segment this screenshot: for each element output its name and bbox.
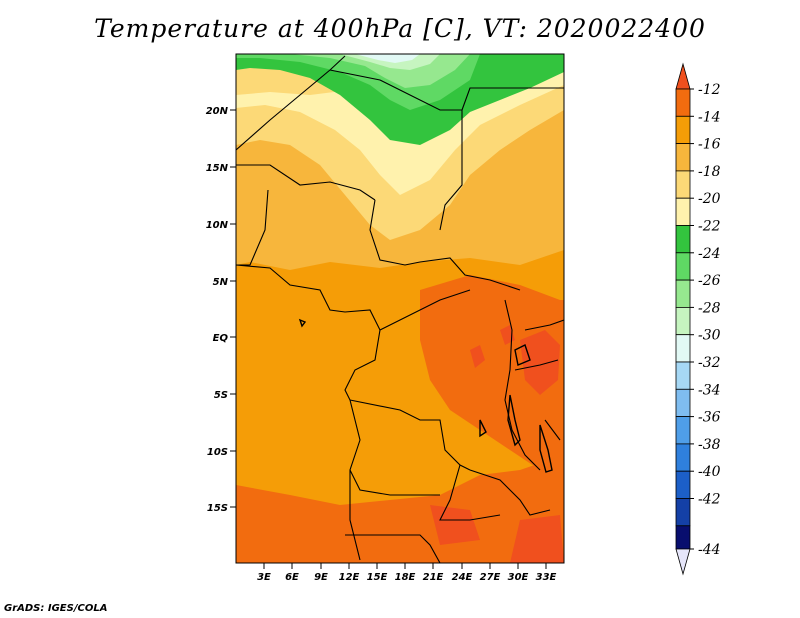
colorbar-label: -40 xyxy=(698,464,721,480)
colorbar-band xyxy=(675,388,691,417)
colorbar-label: -26 xyxy=(698,273,721,289)
colorbar-band xyxy=(675,279,691,308)
colorbar-bottom-arrow xyxy=(675,548,691,576)
lon-label-33e: 33E xyxy=(536,572,557,583)
lat-label-10s: 10S xyxy=(207,447,228,458)
colorbar-band xyxy=(675,416,691,445)
colorbar-band xyxy=(675,88,691,117)
lon-ticks xyxy=(263,563,547,569)
colorbar-label: -24 xyxy=(698,246,721,262)
map-frame xyxy=(235,53,565,564)
colorbar-band xyxy=(675,443,691,472)
footer-credit: GrADS: IGES/COLA xyxy=(4,603,108,614)
colorbar-label: -44 xyxy=(698,542,721,558)
lon-label-15e: 15E xyxy=(367,572,388,583)
colorbar-band xyxy=(675,498,691,527)
colorbar-label: -32 xyxy=(698,355,721,371)
lon-label-6e: 6E xyxy=(285,572,299,583)
colorbar-label: -12 xyxy=(698,82,721,98)
colorbar-band xyxy=(675,306,691,336)
lon-label-27e: 27E xyxy=(480,572,501,583)
colorbar-band xyxy=(675,470,691,499)
lon-label-9e: 9E xyxy=(314,572,328,583)
colorbar: -12 -14 -16 -18 -20 -22 -24 -26 -28 -30 -32 -34 -36 -… xyxy=(675,62,721,576)
colorbar-label: -42 xyxy=(698,492,721,508)
colorbar-band xyxy=(675,225,691,254)
lon-label-18e: 18E xyxy=(395,572,416,583)
colorbar-label: -14 xyxy=(698,109,721,125)
lat-label-15n: 15N xyxy=(206,163,229,174)
chart-title: Temperature at 400hPa [C], VT: 202002240… xyxy=(94,14,706,43)
lon-labels: 3E 6E 9E 12E 15E 18E 21E 24E 27E 30E 33E xyxy=(257,572,556,583)
colorbar-band xyxy=(675,361,691,390)
lat-ticks xyxy=(230,109,236,508)
colorbar-band xyxy=(675,197,691,226)
lon-label-24e: 24E xyxy=(452,572,473,583)
colorbar-label: -20 xyxy=(698,191,721,207)
colorbar-label: -28 xyxy=(698,300,721,316)
colorbar-label: -38 xyxy=(698,437,721,453)
colorbar-band xyxy=(675,170,691,199)
colorbar-band xyxy=(675,115,691,145)
lat-labels: 20N 15N 10N 5N EQ 5S 10S 15S xyxy=(206,106,229,514)
colorbar-label: -22 xyxy=(698,219,721,235)
colorbar-band xyxy=(675,334,691,363)
lon-label-30e: 30E xyxy=(508,572,529,583)
lat-label-5n: 5N xyxy=(213,277,229,288)
country-borders xyxy=(236,55,564,563)
temperature-field xyxy=(236,54,564,563)
lat-label-eq: EQ xyxy=(213,333,229,344)
colorbar-label: -16 xyxy=(698,137,721,153)
lon-label-12e: 12E xyxy=(339,572,360,583)
colorbar-label: -34 xyxy=(698,382,721,398)
lat-label-5s: 5S xyxy=(214,390,228,401)
colorbar-label: -36 xyxy=(698,410,721,426)
lat-label-20n: 20N xyxy=(206,106,229,117)
colorbar-band xyxy=(675,252,691,281)
lat-label-15s: 15S xyxy=(207,503,228,514)
colorbar-bottom-band xyxy=(675,525,691,550)
lon-label-3e: 3E xyxy=(257,572,271,583)
lakes xyxy=(298,318,553,473)
colorbar-band xyxy=(675,143,691,172)
colorbar-label: -30 xyxy=(698,328,721,344)
colorbar-top-arrow xyxy=(675,62,691,90)
lon-label-21e: 21E xyxy=(423,572,444,583)
lat-label-10n: 10N xyxy=(206,220,229,231)
colorbar-label: -18 xyxy=(698,164,721,180)
